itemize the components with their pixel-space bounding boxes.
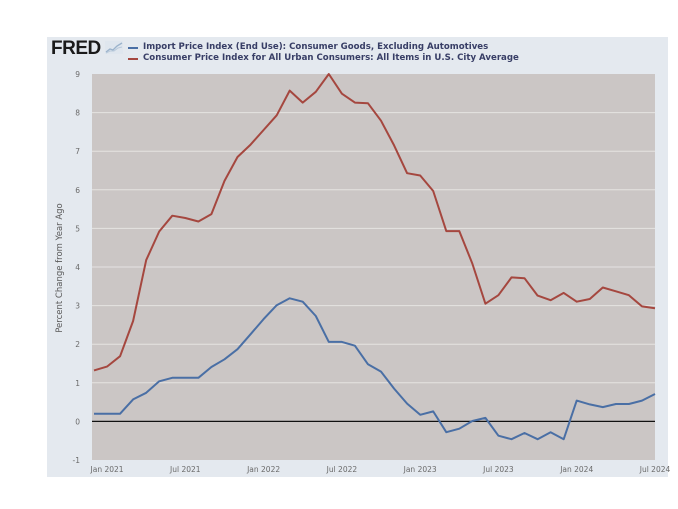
x-tick-label: Jan 2021 <box>90 465 124 474</box>
legend-item-import-price[interactable]: Import Price Index (End Use): Consumer G… <box>128 42 519 53</box>
fred-chart-icon <box>105 41 123 54</box>
fred-logo[interactable]: FRED <box>51 38 101 59</box>
y-tick-label: 9 <box>75 70 80 79</box>
x-tick-label: Jul 2023 <box>482 465 514 474</box>
legend-label: Consumer Price Index for All Urban Consu… <box>143 53 519 63</box>
x-tick-label: Jan 2022 <box>246 465 280 474</box>
legend-label: Import Price Index (End Use): Consumer G… <box>143 42 489 52</box>
x-tick-label: Jul 2024 <box>639 465 671 474</box>
x-tick-label: Jan 2024 <box>559 465 593 474</box>
legend-item-cpi[interactable]: Consumer Price Index for All Urban Consu… <box>128 53 519 64</box>
x-tick-label: Jan 2023 <box>403 465 437 474</box>
y-tick-label: 0 <box>75 417 80 426</box>
y-tick-label: 6 <box>75 186 80 195</box>
y-tick-label: 7 <box>75 147 80 156</box>
legend: Import Price Index (End Use): Consumer G… <box>128 42 519 64</box>
y-tick-label: 4 <box>75 263 80 272</box>
y-tick-label: 2 <box>75 340 80 349</box>
series-line-import-price <box>94 297 656 441</box>
y-tick-label: 3 <box>75 302 80 311</box>
legend-swatch-red <box>128 57 138 60</box>
x-tick-label: Jul 2021 <box>169 465 201 474</box>
y-tick-label: 1 <box>75 379 80 388</box>
y-tick-label: -1 <box>73 456 81 465</box>
series-line-cpi <box>93 73 656 372</box>
x-tick-label: Jul 2022 <box>326 465 358 474</box>
legend-swatch-blue <box>128 46 138 49</box>
y-tick-label: 8 <box>75 109 80 118</box>
y-tick-label: 5 <box>75 224 80 233</box>
